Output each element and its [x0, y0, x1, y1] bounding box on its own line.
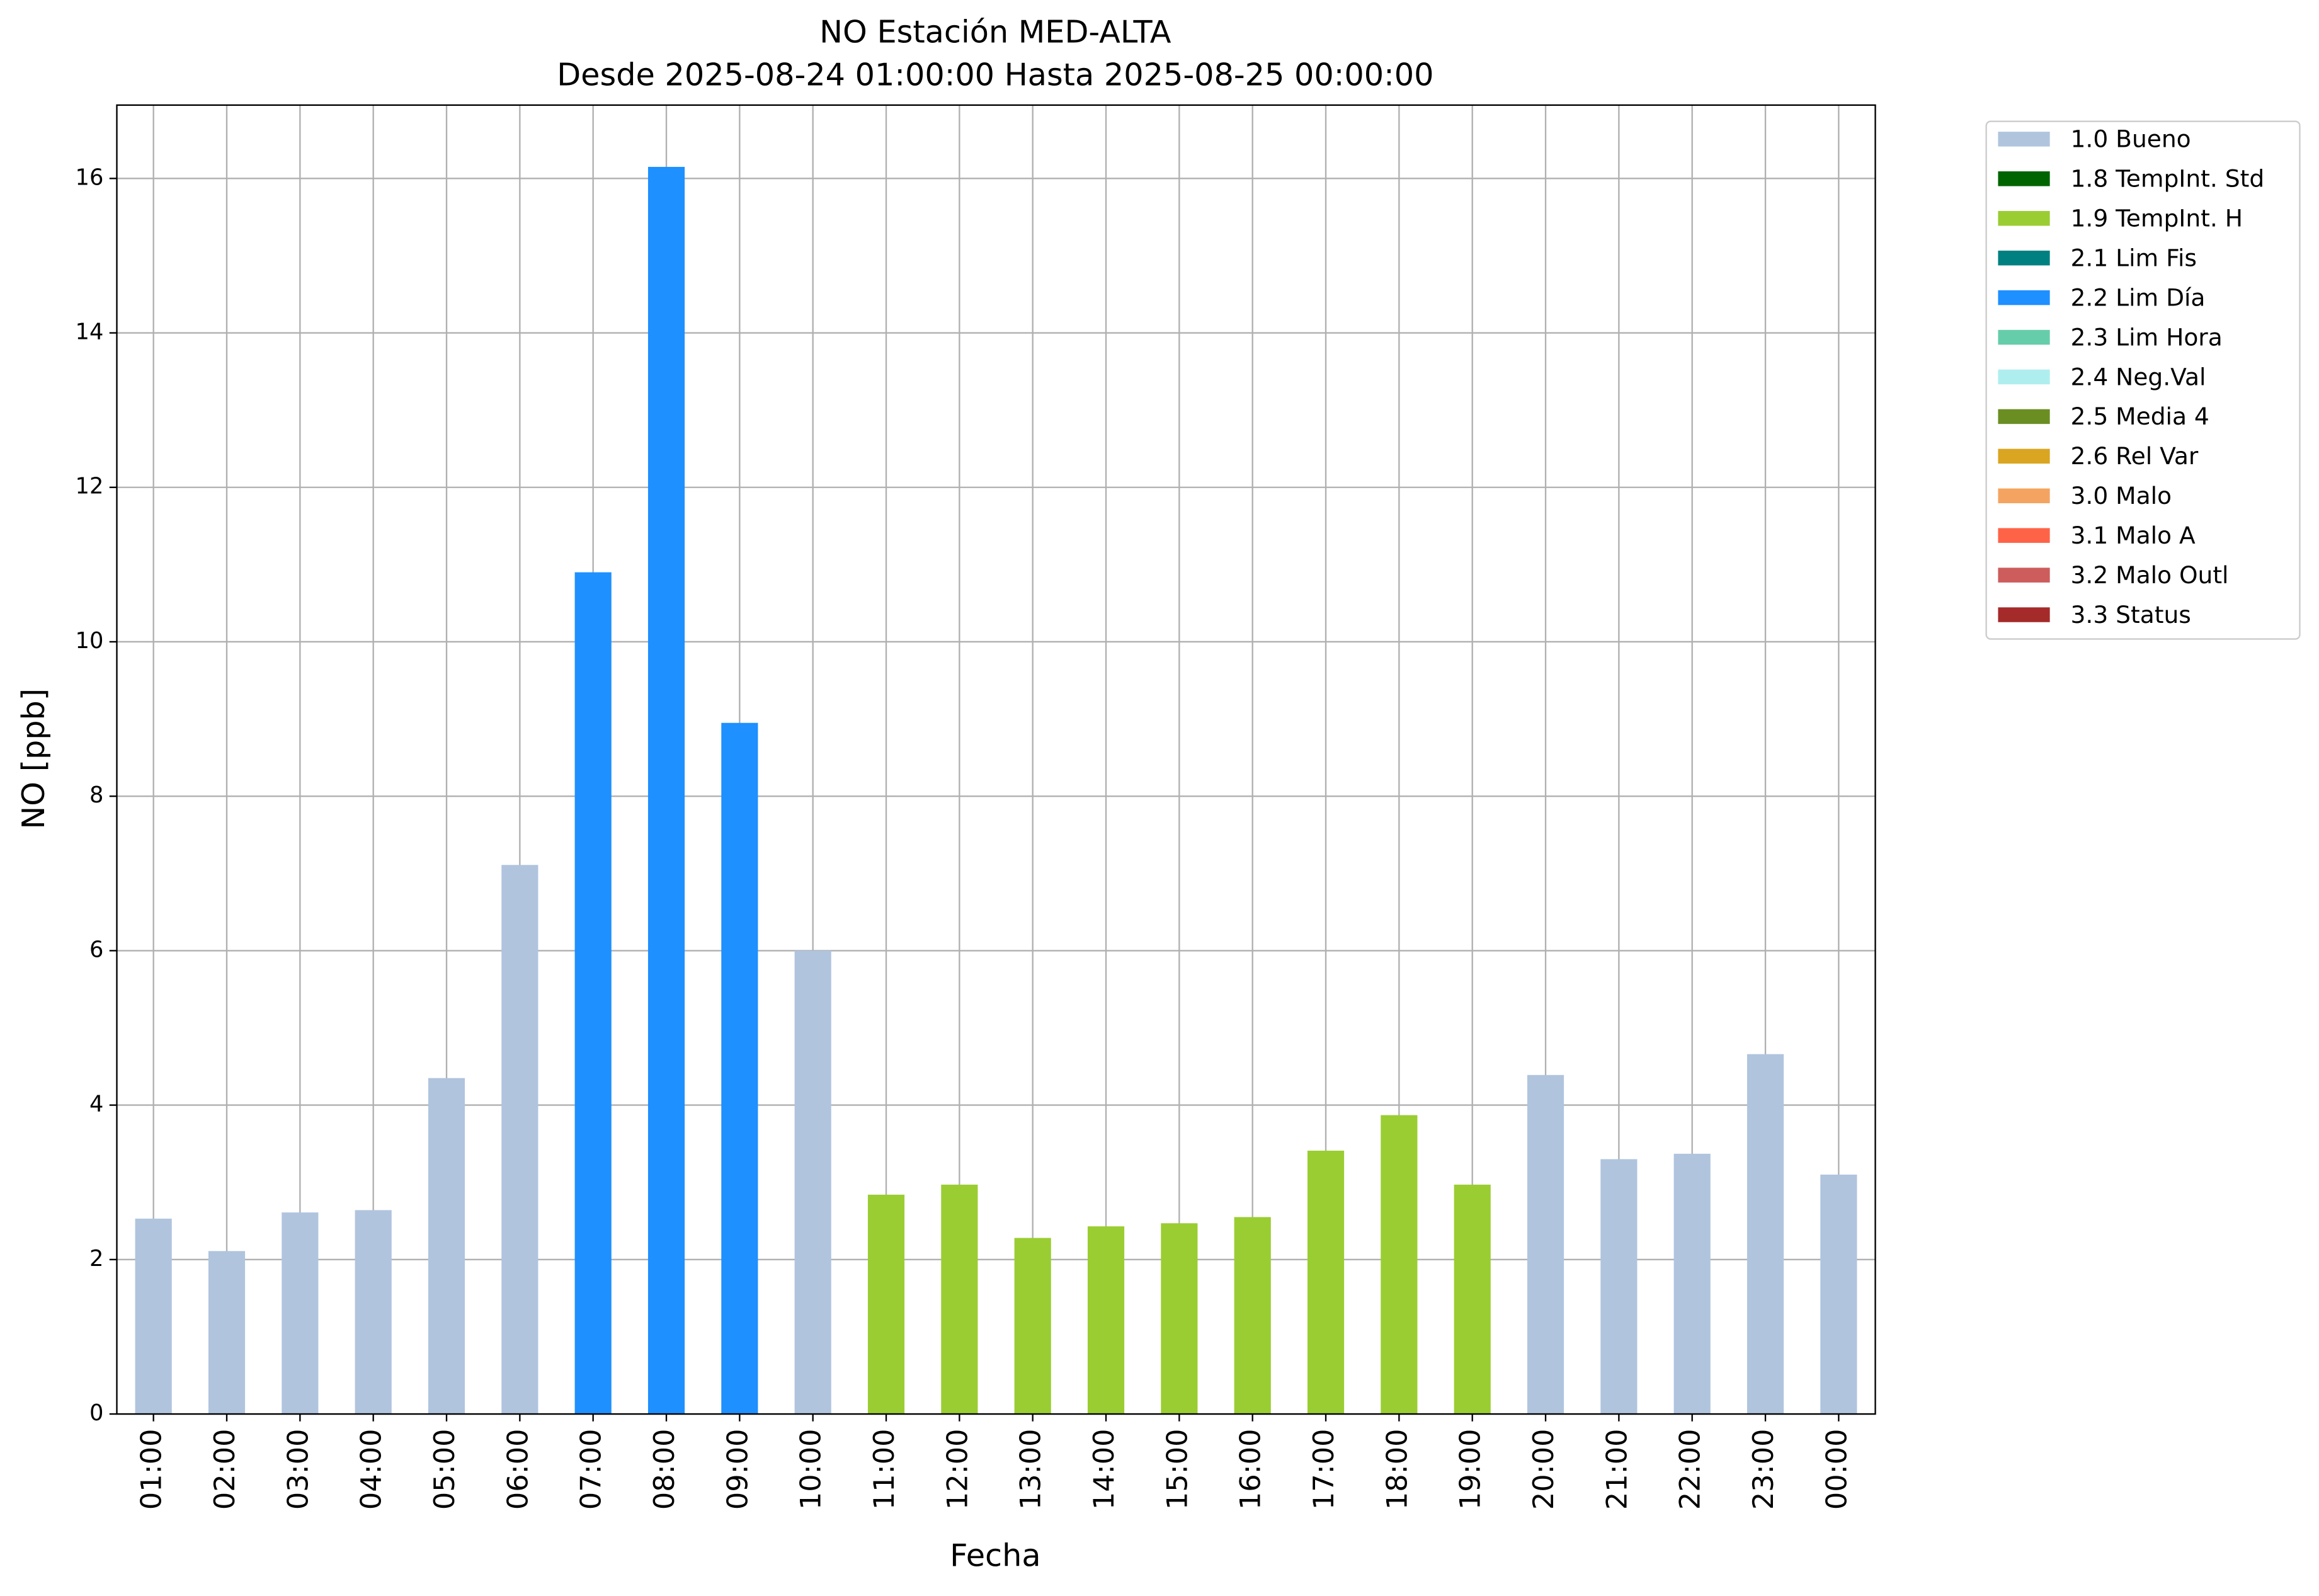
- legend-swatch: [1998, 448, 2050, 464]
- legend-swatch: [1998, 329, 2050, 345]
- y-tick-label: 12: [76, 474, 104, 499]
- x-tick-label: 05:00: [428, 1429, 461, 1510]
- bar: [1527, 1074, 1564, 1415]
- legend-label: 2.6 Rel Var: [2071, 442, 2199, 470]
- legend-swatch: [1998, 171, 2050, 186]
- legend-label: 2.4 Neg.Val: [2071, 363, 2206, 390]
- x-tick-label: 16:00: [1234, 1429, 1267, 1510]
- bar: [1820, 1174, 1857, 1415]
- bar: [867, 1194, 905, 1415]
- x-tick-label: 14:00: [1088, 1429, 1120, 1510]
- x-tick-label: 03:00: [282, 1429, 314, 1510]
- bar: [501, 865, 538, 1415]
- bar: [1454, 1184, 1491, 1415]
- legend-swatch: [1998, 132, 2050, 147]
- bar: [135, 1218, 172, 1415]
- legend-label: 1.9 TempInt. H: [2071, 205, 2243, 232]
- bar: [1600, 1159, 1638, 1415]
- x-tick-label: 02:00: [208, 1429, 241, 1510]
- legend-label: 2.3 Lim Hora: [2071, 323, 2223, 351]
- legend-swatch: [1998, 528, 2050, 543]
- y-axis-label: NO [ppb]: [15, 688, 52, 829]
- legend-label: 3.2 Malo Outl: [2071, 561, 2229, 589]
- legend-swatch: [1998, 369, 2050, 385]
- y-tick-label: 10: [76, 628, 104, 654]
- bar: [574, 572, 612, 1415]
- x-tick-label: 12:00: [941, 1429, 974, 1510]
- x-tick-label: 10:00: [795, 1429, 828, 1510]
- x-tick-label: 22:00: [1674, 1429, 1707, 1510]
- legend-label: 3.3 Status: [2071, 601, 2191, 629]
- x-tick-label: 09:00: [721, 1429, 754, 1510]
- legend-box: [1985, 120, 2301, 640]
- bar: [941, 1184, 978, 1415]
- y-tick-label: 16: [76, 164, 104, 190]
- legend-label: 2.5 Media 4: [2071, 402, 2209, 430]
- chart-subtitle: Desde 2025-08-24 01:00:00 Hasta 2025-08-…: [557, 57, 1433, 93]
- bar: [208, 1251, 246, 1415]
- bar: [355, 1210, 392, 1415]
- legend-label: 1.8 TempInt. Std: [2071, 165, 2265, 193]
- x-tick-label: 07:00: [575, 1429, 608, 1510]
- y-tick-label: 8: [89, 782, 103, 808]
- x-tick-label: 13:00: [1015, 1429, 1047, 1510]
- legend-swatch: [1998, 210, 2050, 226]
- x-tick-label: 11:00: [868, 1429, 901, 1510]
- y-tick-label: 4: [89, 1092, 103, 1117]
- bar: [794, 950, 831, 1415]
- bar: [1234, 1217, 1271, 1415]
- legend-label: 3.1 Malo A: [2071, 522, 2196, 549]
- bar: [1161, 1223, 1198, 1415]
- x-tick-label: 19:00: [1454, 1429, 1487, 1510]
- bar: [1381, 1115, 1418, 1415]
- bar: [1673, 1153, 1711, 1415]
- x-tick-label: 04:00: [355, 1429, 388, 1510]
- bar: [647, 166, 685, 1415]
- y-tick-label: 0: [89, 1400, 103, 1426]
- x-tick-label: 06:00: [501, 1429, 534, 1510]
- legend-label: 3.0 Malo: [2071, 482, 2172, 510]
- legend-swatch: [1998, 567, 2050, 583]
- legend-swatch: [1998, 250, 2050, 266]
- x-tick-label: 15:00: [1161, 1429, 1194, 1510]
- x-tick-label: 21:00: [1600, 1429, 1633, 1510]
- x-tick-label: 20:00: [1527, 1429, 1560, 1510]
- x-tick-label: 23:00: [1747, 1429, 1780, 1510]
- bar: [1307, 1150, 1345, 1415]
- legend-swatch: [1998, 290, 2050, 305]
- legend-swatch: [1998, 607, 2050, 622]
- x-tick-label: 17:00: [1308, 1429, 1340, 1510]
- legend-label: 2.1 Lim Fis: [2071, 244, 2197, 272]
- x-tick-label: 00:00: [1820, 1429, 1853, 1510]
- bars: [135, 166, 1857, 1415]
- bar: [1746, 1054, 1784, 1415]
- x-axis-label: Fecha: [950, 1537, 1041, 1573]
- x-tick-label: 01:00: [135, 1429, 168, 1510]
- legend-label: 1.0 Bueno: [2071, 125, 2191, 153]
- x-tick-label: 18:00: [1381, 1429, 1413, 1510]
- bar: [282, 1212, 319, 1415]
- y-tick-label: 2: [89, 1246, 103, 1272]
- plot-frame: [116, 104, 1876, 1415]
- bar: [1014, 1238, 1051, 1415]
- legend-swatch: [1998, 409, 2050, 425]
- chart-title: NO Estación MED-ALTA: [819, 14, 1171, 50]
- ticks: 0 2 4 6 8 10 12 14 16 01:00 02:00 03:00 04:00 05:00 06…: [76, 164, 1854, 1510]
- x-tick-label: 08:00: [648, 1429, 681, 1510]
- bar: [428, 1078, 465, 1415]
- y-tick-label: 6: [89, 937, 103, 962]
- legend-swatch: [1998, 488, 2050, 504]
- bar: [1087, 1226, 1125, 1415]
- legend-label: 2.2 Lim Día: [2071, 283, 2206, 311]
- legend: 1.0 Bueno 1.8 TempInt. Std 1.9 TempInt. H 2…: [1985, 120, 2301, 640]
- y-tick-label: 14: [76, 319, 104, 345]
- bar: [721, 722, 758, 1415]
